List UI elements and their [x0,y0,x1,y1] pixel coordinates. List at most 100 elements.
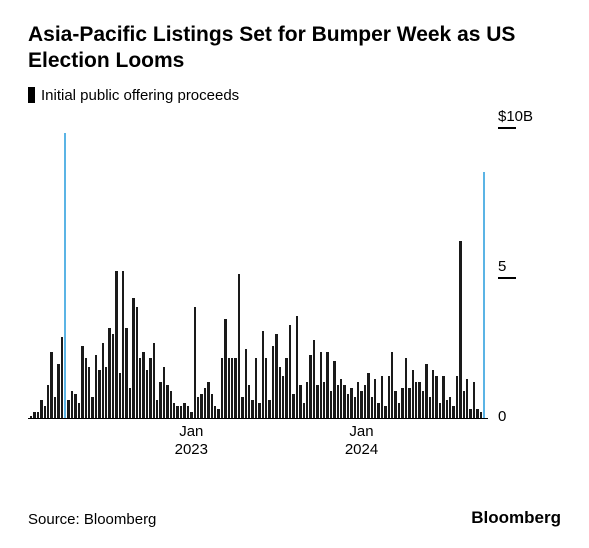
bar [40,400,42,418]
bar [47,385,49,418]
bar [422,391,424,418]
bar [105,367,107,418]
legend-label: Initial public offering proceeds [41,87,239,104]
bar [323,382,325,418]
bar [377,403,379,418]
bar [204,388,206,418]
bar [343,385,345,418]
bar [425,364,427,418]
bar [78,403,80,418]
bar [374,379,376,418]
bar [190,412,192,418]
bar [442,376,444,418]
bar [262,331,264,418]
bar [238,274,240,418]
bar [139,358,141,418]
bar [299,385,301,418]
bar [88,367,90,418]
bar [364,385,366,418]
bar [268,400,270,418]
bar [401,388,403,418]
bar [388,376,390,418]
plot-area [28,118,488,419]
bar [275,334,277,418]
bar [132,298,134,418]
chart-title: Asia-Pacific Listings Set for Bumper Wee… [28,22,561,75]
bar [74,394,76,418]
bar [340,379,342,418]
bar [296,316,298,418]
bar [241,397,243,418]
bar [159,382,161,418]
bar [337,385,339,418]
bar [85,358,87,418]
bar [326,352,328,418]
bar [316,385,318,418]
bar [217,409,219,418]
bar [347,394,349,418]
x-tick: Jan2023 [175,423,208,461]
bar [194,307,196,418]
bar [282,376,284,418]
y-tick: $10B [498,108,533,129]
bar [350,388,352,418]
legend-swatch [28,87,35,103]
bar [435,376,437,418]
bar [129,388,131,418]
bar [357,382,359,418]
x-tick: Jan2024 [345,423,378,461]
bar [391,352,393,418]
bar [142,352,144,418]
bar [333,361,335,418]
bar [381,376,383,418]
legend: Initial public offering proceeds [28,87,561,104]
bar [429,397,431,418]
bar [37,412,39,418]
bar [398,403,400,418]
bar [360,391,362,418]
bar [313,340,315,418]
bar [98,370,100,418]
bar [255,358,257,418]
bar [289,325,291,418]
bar [95,355,97,418]
bar [224,319,226,418]
bar [480,412,482,418]
bar [469,409,471,418]
bar [463,391,465,418]
bars-container [28,118,488,418]
bar [248,385,250,418]
bar [221,358,223,418]
bar [115,271,117,418]
bar [459,241,461,418]
bar [211,394,213,418]
bar [231,358,233,418]
bar [476,409,478,418]
bar [136,307,138,418]
bar [146,370,148,418]
bar [408,388,410,418]
bar [384,406,386,418]
bar [30,416,32,418]
bar [125,328,127,418]
bar [473,382,475,418]
bar [456,376,458,418]
bar [153,343,155,418]
bar [180,406,182,418]
bar [156,400,158,418]
bar [303,403,305,418]
bar [67,400,69,418]
bar [108,328,110,418]
bar [452,406,454,418]
bar [272,346,274,418]
bar [320,352,322,418]
bar [432,370,434,418]
y-axis: $10B50 [488,118,548,419]
bar [64,133,66,418]
bar [449,397,451,418]
bar [371,397,373,418]
bar [71,391,73,418]
bar [166,385,168,418]
bar [91,397,93,418]
bar [306,382,308,418]
